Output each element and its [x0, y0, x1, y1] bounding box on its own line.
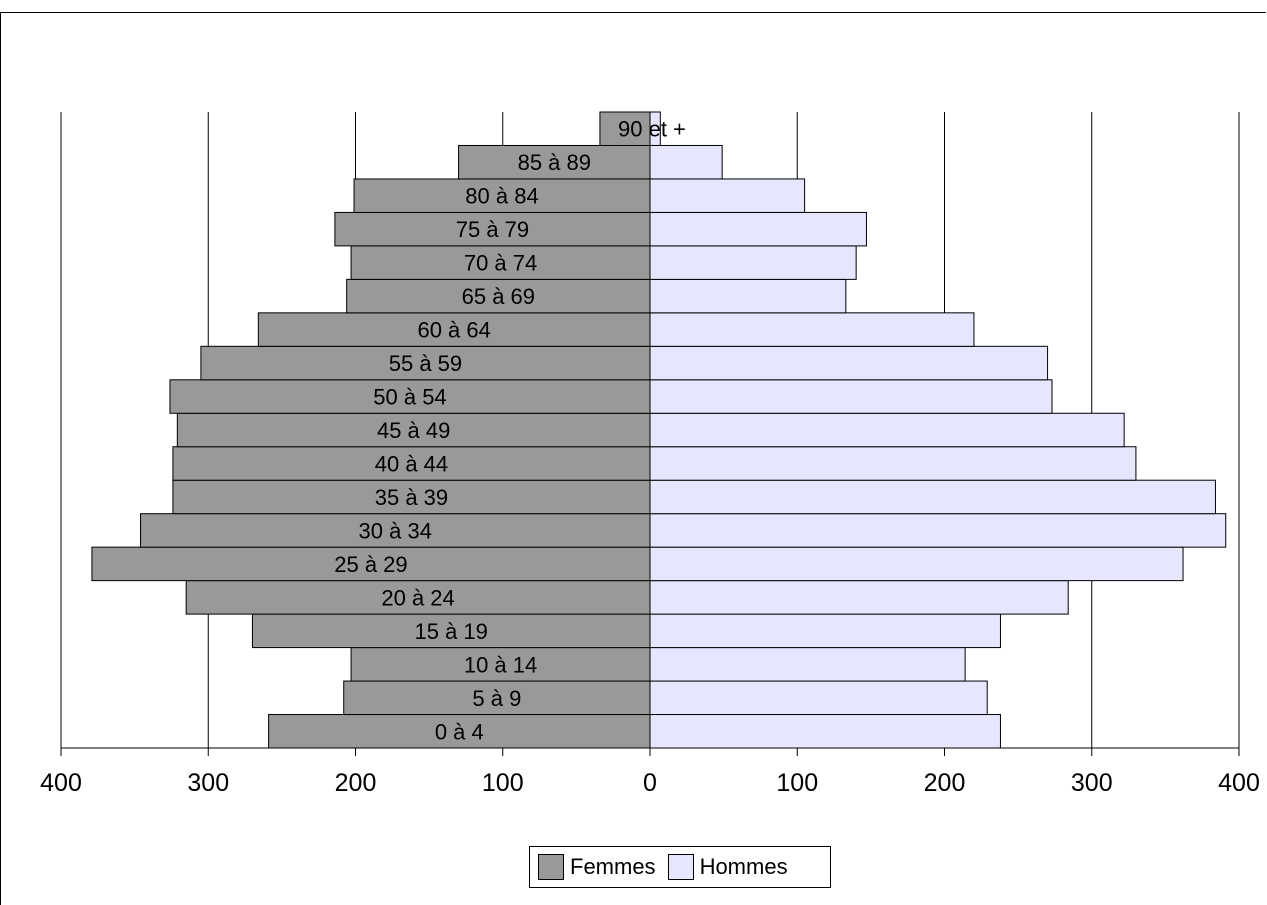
- bar-femmes: [176, 412, 651, 448]
- bar-femmes: [172, 479, 651, 515]
- legend-item-hommes: Hommes: [667, 854, 788, 880]
- x-tick-label: 400: [1218, 769, 1260, 797]
- bar-femmes: [346, 278, 651, 314]
- x-tick-label: 200: [335, 769, 377, 797]
- bar-femmes: [458, 144, 651, 180]
- category-label: 50 à 54: [373, 385, 446, 410]
- legend-label-femmes: Femmes: [570, 854, 656, 879]
- category-label: 15 à 19: [415, 619, 488, 644]
- x-tick-label: 300: [1071, 769, 1113, 797]
- category-label: 70 à 74: [464, 251, 537, 276]
- x-tick-label: 300: [187, 769, 229, 797]
- bar-hommes: [649, 412, 1125, 448]
- x-tick-label: 100: [482, 769, 524, 797]
- category-label: 90 et +: [618, 117, 686, 142]
- legend-swatch-hommes: [667, 854, 694, 880]
- bar-hommes: [649, 513, 1227, 548]
- legend: Femmes Hommes: [529, 846, 831, 888]
- bar-hommes: [649, 245, 857, 280]
- bar-femmes: [251, 613, 651, 649]
- category-label: 80 à 84: [465, 184, 538, 209]
- legend-swatch-femmes: [538, 854, 564, 880]
- bar-hommes: [649, 345, 1049, 381]
- bar-hommes: [649, 111, 661, 146]
- bar-femmes: [350, 245, 651, 280]
- legend-item-femmes: Femmes: [538, 854, 656, 880]
- category-label: 75 à 79: [456, 217, 529, 242]
- bar-hommes: [649, 613, 1001, 649]
- bar-femmes: [599, 111, 651, 146]
- bar-femmes: [172, 446, 651, 481]
- bar-hommes: [649, 312, 975, 347]
- bar-hommes: [649, 647, 966, 682]
- category-label: 5 à 9: [472, 686, 521, 711]
- bar-hommes: [649, 680, 988, 716]
- bar-hommes: [649, 546, 1184, 582]
- bar-femmes: [200, 345, 651, 381]
- chart-frame: [0, 12, 1266, 905]
- bar-hommes: [649, 211, 867, 247]
- category-label: 25 à 29: [334, 552, 407, 577]
- category-label: 10 à 14: [464, 652, 537, 677]
- category-label: 60 à 64: [417, 318, 490, 343]
- bar-hommes: [649, 178, 806, 213]
- category-label: 40 à 44: [375, 451, 448, 476]
- bar-femmes: [169, 379, 651, 414]
- bar-hommes: [649, 580, 1069, 615]
- bar-hommes: [649, 144, 723, 180]
- category-label: 85 à 89: [518, 150, 591, 175]
- legend-label-hommes: Hommes: [699, 854, 788, 879]
- category-label: 0 à 4: [435, 719, 484, 744]
- category-label: 35 à 39: [375, 485, 448, 510]
- bar-hommes: [649, 446, 1137, 481]
- category-label: 65 à 69: [462, 284, 535, 309]
- bar-hommes: [649, 278, 847, 314]
- bar-femmes: [140, 513, 651, 548]
- bar-hommes: [649, 479, 1216, 515]
- bar-femmes: [334, 211, 651, 247]
- bar-hommes: [649, 379, 1053, 414]
- bar-femmes: [257, 312, 651, 347]
- x-tick-label: 100: [776, 769, 818, 797]
- x-tick-label: 0: [643, 769, 657, 797]
- category-label: 20 à 24: [381, 585, 454, 610]
- category-label: 30 à 34: [359, 518, 432, 543]
- category-label: 45 à 49: [377, 418, 450, 443]
- x-tick-label: 200: [924, 769, 966, 797]
- bar-hommes: [649, 714, 1001, 749]
- bar-femmes: [353, 178, 651, 213]
- category-label: 55 à 59: [389, 351, 462, 376]
- x-tick-label: 400: [40, 769, 82, 797]
